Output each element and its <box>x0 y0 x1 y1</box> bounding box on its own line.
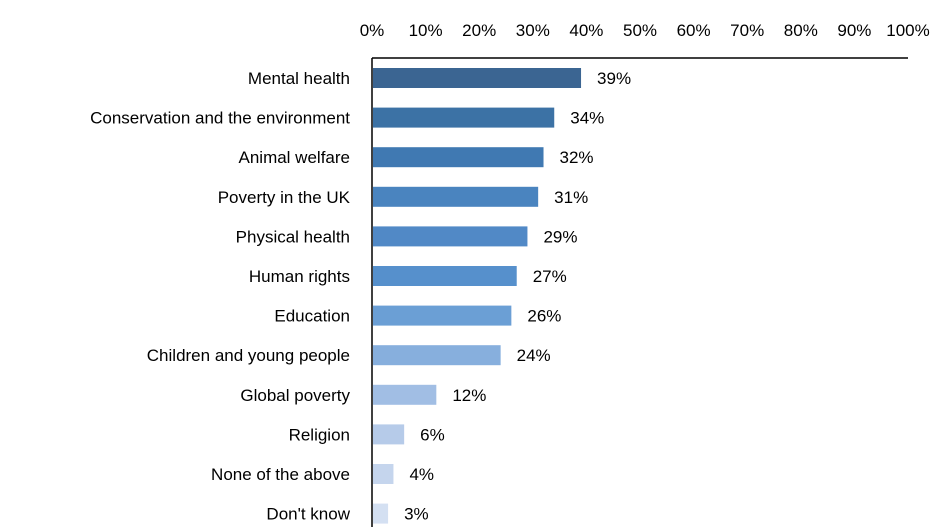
bar <box>373 464 394 484</box>
bar <box>373 305 512 326</box>
data-label: 29% <box>543 227 577 246</box>
x-tick-label: 20% <box>462 21 496 40</box>
x-tick-label: 50% <box>623 21 657 40</box>
data-label: 12% <box>452 386 486 405</box>
bar <box>373 107 555 128</box>
data-label: 4% <box>409 465 434 484</box>
x-tick-label: 30% <box>516 21 550 40</box>
bars: Mental health 39% Conservation and the env… <box>90 68 631 524</box>
data-label: 26% <box>527 307 561 326</box>
data-label: 34% <box>570 109 604 128</box>
category-label: Animal welfare <box>239 148 351 167</box>
category-label: Don't know <box>266 505 350 524</box>
bar <box>373 424 405 445</box>
data-label: 24% <box>517 346 551 365</box>
data-label: 6% <box>420 425 445 444</box>
category-label: Education <box>274 307 350 326</box>
category-label: Human rights <box>249 267 350 286</box>
bar <box>373 147 544 168</box>
data-label: 3% <box>404 505 429 524</box>
bar <box>373 345 501 366</box>
category-label: Children and young people <box>147 346 350 365</box>
data-label: 31% <box>554 188 588 207</box>
data-label: 32% <box>560 148 594 167</box>
x-tick-label: 90% <box>837 21 871 40</box>
category-label: Conservation and the environment <box>90 109 350 128</box>
bar <box>373 503 389 524</box>
bar <box>373 266 517 286</box>
x-tick-label: 80% <box>784 21 818 40</box>
category-label: Mental health <box>248 69 350 88</box>
category-label: Poverty in the UK <box>218 188 351 207</box>
bar <box>373 226 528 247</box>
category-label: Global poverty <box>240 386 350 405</box>
bar <box>373 384 437 405</box>
x-tick-label: 0% <box>360 21 385 40</box>
x-axis-ticks: 0% 10% 20% 30% 40% 50% 60% 70% 80% 90% 100% <box>360 21 930 40</box>
data-label: 27% <box>533 267 567 286</box>
x-tick-label: 100% <box>886 21 929 40</box>
bar <box>373 68 582 88</box>
x-tick-label: 40% <box>569 21 603 40</box>
x-tick-label: 70% <box>730 21 764 40</box>
x-tick-label: 10% <box>409 21 443 40</box>
x-tick-label: 60% <box>677 21 711 40</box>
data-label: 39% <box>597 69 631 88</box>
bar <box>373 186 539 207</box>
category-label: Religion <box>289 425 350 444</box>
category-label: Physical health <box>236 227 350 246</box>
category-label: None of the above <box>211 465 350 484</box>
